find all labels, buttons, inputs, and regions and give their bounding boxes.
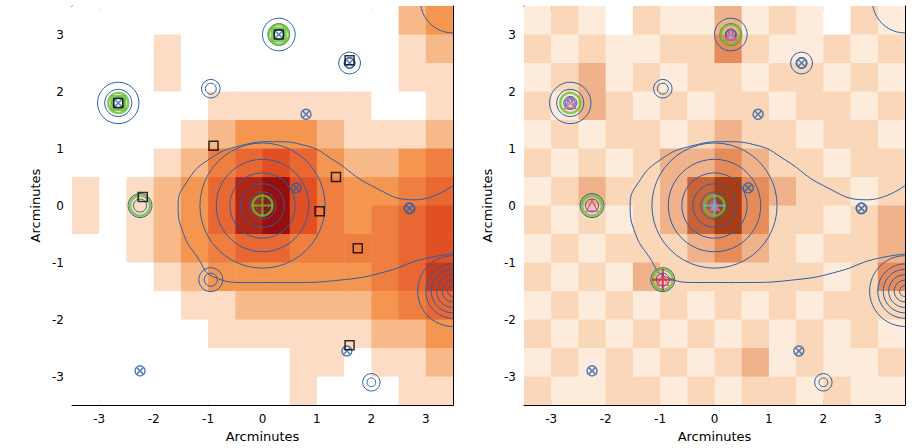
svg-text:3: 3 bbox=[508, 28, 516, 42]
svg-text:-1: -1 bbox=[504, 256, 516, 270]
svg-text:3: 3 bbox=[56, 28, 64, 42]
svg-text:-1: -1 bbox=[654, 412, 666, 426]
svg-text:-2: -2 bbox=[600, 412, 612, 426]
svg-text:3: 3 bbox=[422, 412, 430, 426]
svg-text:0: 0 bbox=[259, 412, 267, 426]
svg-text:1: 1 bbox=[765, 412, 773, 426]
svg-text:2: 2 bbox=[508, 85, 516, 99]
svg-text:-2: -2 bbox=[148, 412, 160, 426]
svg-text:2: 2 bbox=[820, 412, 828, 426]
svg-text:Arcminutes: Arcminutes bbox=[480, 168, 495, 242]
svg-text:2: 2 bbox=[56, 85, 64, 99]
svg-text:-1: -1 bbox=[52, 256, 64, 270]
svg-text:3: 3 bbox=[874, 412, 882, 426]
svg-text:0: 0 bbox=[711, 412, 719, 426]
svg-text:1: 1 bbox=[313, 412, 321, 426]
svg-text:1: 1 bbox=[56, 142, 64, 156]
svg-text:Arcminutes: Arcminutes bbox=[678, 429, 752, 444]
svg-text:Arcminutes: Arcminutes bbox=[28, 168, 43, 242]
svg-text:-1: -1 bbox=[202, 412, 214, 426]
svg-text:-3: -3 bbox=[545, 412, 557, 426]
svg-text:-3: -3 bbox=[93, 412, 105, 426]
svg-text:-3: -3 bbox=[52, 370, 64, 384]
svg-text:-2: -2 bbox=[504, 313, 516, 327]
svg-text:0: 0 bbox=[508, 199, 516, 213]
svg-text:-3: -3 bbox=[504, 370, 516, 384]
svg-text:-2: -2 bbox=[52, 313, 64, 327]
svg-text:Arcminutes: Arcminutes bbox=[226, 429, 300, 444]
svg-text:2: 2 bbox=[368, 412, 376, 426]
svg-text:1: 1 bbox=[508, 142, 516, 156]
svg-text:0: 0 bbox=[56, 199, 64, 213]
